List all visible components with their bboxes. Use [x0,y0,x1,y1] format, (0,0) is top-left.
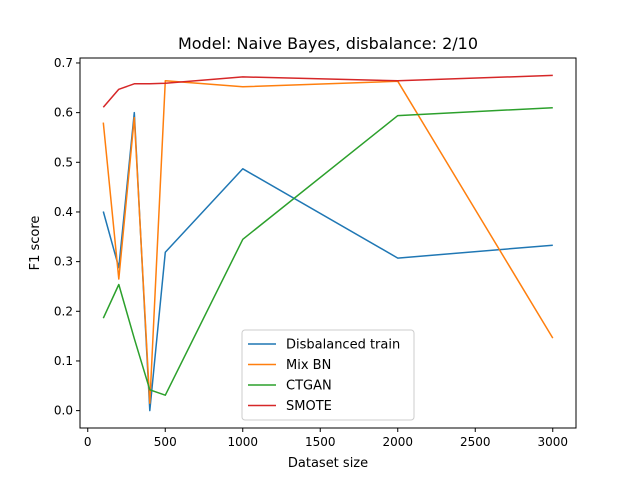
y-tick-label: 0.4 [54,205,73,219]
x-tick-label: 500 [154,435,177,449]
legend-entry: Disbalanced train [286,338,400,353]
x-tick-label: 2500 [460,435,491,449]
y-tick-label: 0.3 [54,255,73,269]
series-line [102,106,553,396]
y-tick-label: 0.2 [54,304,73,318]
x-tick-label: 2000 [382,435,413,449]
legend: Disbalanced train Mix BN CTGAN SMOTE [241,329,415,421]
y-axis-ticks: 0.0 0.1 0.2 0.3 0.4 0.5 0.6 0.7 [54,56,80,418]
y-tick-label: 0.0 [54,404,73,418]
x-tick-label: 1000 [227,435,258,449]
series-line [102,74,553,108]
y-tick-label: 0.7 [54,56,73,70]
legend-entry: Mix BN [286,358,331,373]
x-axis-ticks: 0 500 1000 1500 2000 2500 3000 [84,428,568,449]
series-layer [102,74,554,412]
chart-title: Model: Naive Bayes, disbalance: 2/10 [178,34,478,53]
x-tick-label: 1500 [305,435,336,449]
legend-entry: SMOTE [286,399,332,414]
y-axis-label: F1 score [28,216,43,271]
y-tick-label: 0.1 [54,354,73,368]
legend-entry: CTGAN [286,379,332,394]
series-line [102,111,553,412]
x-tick-label: 0 [84,435,92,449]
y-tick-label: 0.6 [54,106,73,120]
series-line [102,80,554,404]
x-axis-label: Dataset size [288,456,368,471]
legend-box [241,329,415,421]
y-tick-label: 0.5 [54,155,73,169]
x-tick-label: 3000 [537,435,568,449]
plot-frame [79,57,577,429]
